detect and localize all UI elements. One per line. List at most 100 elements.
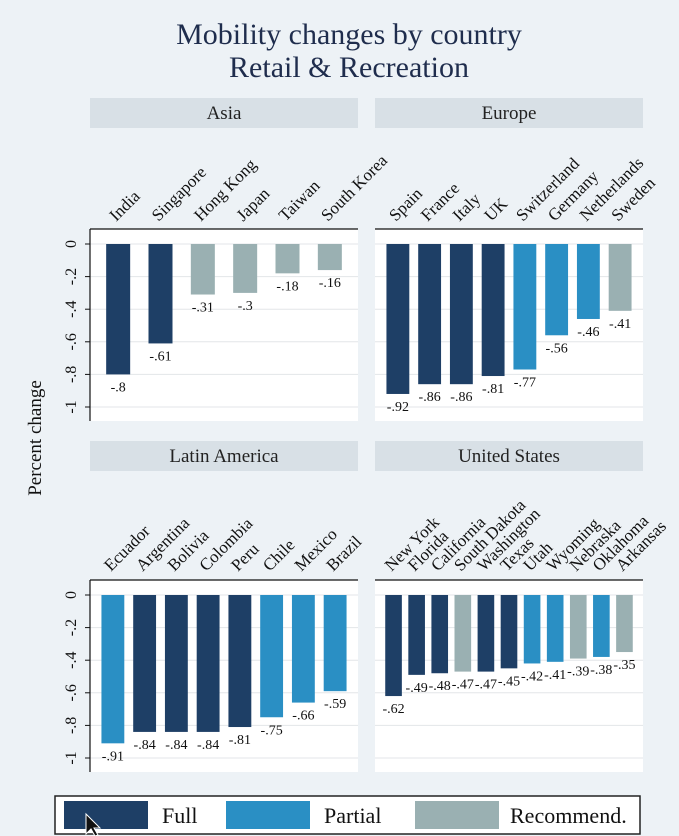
- value-label: -.59: [324, 697, 346, 712]
- category-label: South Korea: [317, 151, 391, 225]
- value-label: -.46: [577, 325, 599, 340]
- value-label: -.41: [544, 668, 566, 683]
- y-axis-label: Percent change: [25, 380, 46, 496]
- plot-area: [90, 229, 358, 421]
- y-tick-label: 0: [63, 591, 80, 599]
- value-label: -.47: [475, 678, 497, 693]
- value-label: -.62: [382, 702, 404, 717]
- y-tick-label: -1: [63, 751, 80, 764]
- value-label: -.86: [450, 390, 472, 405]
- value-label: -.39: [567, 665, 589, 680]
- value-label: -.35: [613, 658, 635, 673]
- panel-strip: [375, 441, 643, 471]
- y-tick-label: -.8: [63, 366, 80, 383]
- y-tick-label: -.6: [63, 684, 80, 701]
- value-label: -.66: [292, 709, 314, 724]
- value-label: -.91: [102, 749, 124, 764]
- value-label: -.48: [429, 679, 451, 694]
- value-label: -.77: [514, 376, 536, 391]
- legend-label-partial: Partial: [324, 803, 381, 828]
- value-label: -.92: [387, 400, 409, 415]
- bar-uk: [481, 244, 505, 377]
- value-label: -.49: [406, 681, 428, 696]
- bar-peru: [228, 595, 252, 728]
- value-label: -.38: [590, 663, 612, 678]
- y-tick-label: -.8: [63, 717, 80, 734]
- value-label: -.56: [546, 341, 568, 356]
- value-label: -.31: [192, 301, 214, 316]
- category-label: Chile: [259, 535, 298, 574]
- legend-label-full: Full: [162, 803, 197, 828]
- legend-swatch-full: [64, 801, 148, 829]
- bar-washington: [477, 595, 495, 672]
- value-label: -.42: [521, 669, 543, 684]
- value-label: -.18: [276, 279, 298, 294]
- bar-ecuador: [101, 595, 125, 744]
- category-label: Taiwan: [275, 176, 324, 225]
- bar-netherlands: [576, 244, 600, 319]
- value-label: -.3: [238, 299, 253, 314]
- bar-taiwan: [275, 244, 300, 274]
- panel-europe: Europe-.92Spain-.86France-.86Italy-.81UK…: [375, 98, 659, 421]
- panel-strip: [90, 98, 358, 128]
- value-label: -.84: [197, 738, 219, 753]
- bar-italy: [449, 244, 473, 385]
- plot-area: [375, 229, 643, 421]
- y-tick-label: -.4: [63, 652, 80, 669]
- bar-south-korea: [317, 244, 342, 271]
- value-label: -.8: [111, 380, 126, 395]
- legend: Full Partial Recommend.: [54, 795, 641, 835]
- value-label: -.61: [149, 349, 171, 364]
- bar-wyoming: [546, 595, 564, 662]
- bar-arkansas: [616, 595, 633, 653]
- value-label: -.81: [229, 733, 251, 748]
- value-label: -.75: [261, 723, 283, 738]
- panel-asia: Asia0-.2-.4-.6-.8-1-.8India-.61Singapore…: [63, 98, 391, 421]
- bar-germany: [545, 244, 569, 336]
- y-tick-label: -.6: [63, 333, 80, 350]
- panel-strip: [375, 98, 643, 128]
- bar-oklahoma: [593, 595, 610, 657]
- bar-mexico: [291, 595, 315, 703]
- legend-swatch-partial: [226, 801, 310, 829]
- bar-france: [418, 244, 442, 385]
- bar-new-york: [385, 595, 402, 697]
- value-label: -.45: [498, 674, 520, 689]
- category-label: India: [106, 186, 144, 224]
- y-tick-label: -1: [63, 400, 80, 413]
- legend-swatch-recommend: [415, 801, 499, 829]
- bar-spain: [386, 244, 410, 394]
- chart-subtitle: Retail & Recreation: [229, 51, 469, 84]
- bar-bolivia: [164, 595, 188, 732]
- value-label: -.41: [609, 317, 631, 332]
- plot-area: [90, 580, 358, 772]
- bar-switzerland: [513, 244, 537, 370]
- panel-title: Asia: [207, 103, 242, 124]
- bar-brazil: [323, 595, 347, 692]
- bar-nebraska: [569, 595, 587, 659]
- bar-argentina: [133, 595, 157, 732]
- bar-texas: [500, 595, 518, 669]
- value-label: -.47: [452, 678, 474, 693]
- legend-label-recommend: Recommend.: [510, 803, 627, 828]
- value-label: -.86: [419, 390, 441, 405]
- bar-singapore: [148, 244, 173, 344]
- panels: Asia0-.2-.4-.6-.8-1-.8India-.61Singapore…: [63, 98, 670, 772]
- panel-title: United States: [458, 446, 560, 467]
- panel-strip: [90, 441, 358, 471]
- bar-florida: [408, 595, 425, 675]
- panel-title: Europe: [482, 103, 537, 124]
- y-tick-label: -.2: [63, 619, 80, 636]
- legend-frame: [54, 795, 641, 835]
- y-tick-label: -.4: [63, 301, 80, 318]
- bar-chile: [260, 595, 284, 718]
- panel-title: Latin America: [169, 446, 279, 467]
- y-tick-label: 0: [63, 240, 80, 248]
- bar-sweden: [608, 244, 632, 311]
- bar-india: [106, 244, 131, 375]
- bar-colombia: [196, 595, 220, 732]
- value-label: -.84: [165, 738, 187, 753]
